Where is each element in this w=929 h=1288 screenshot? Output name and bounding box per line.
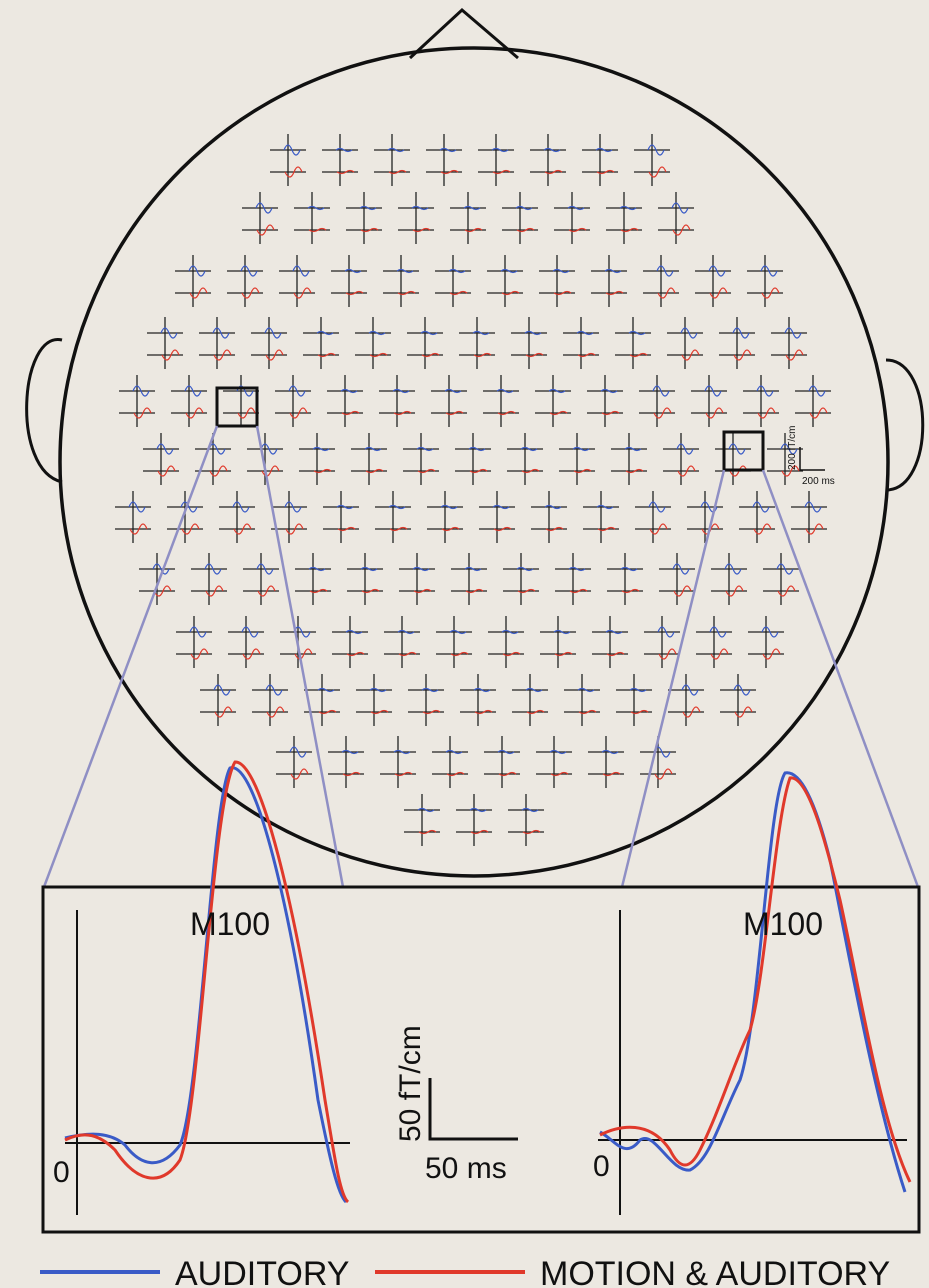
legend-label: AUDITORY bbox=[175, 1255, 349, 1288]
origin-label: 0 bbox=[53, 1156, 70, 1189]
head-scale-amplitude: 200 fT/cm bbox=[787, 426, 798, 470]
legend-label: MOTION & AUDITORY bbox=[540, 1255, 890, 1288]
figure: 200 fT/cm 200 ms M100 M100 0 0 50 fT/cm … bbox=[0, 0, 929, 1288]
inset-title: M100 bbox=[743, 906, 823, 942]
head-scale-time: 200 ms bbox=[802, 476, 835, 487]
origin-label: 0 bbox=[593, 1150, 610, 1183]
scale-time: 50 ms bbox=[425, 1152, 507, 1185]
scale-amplitude: 50 fT/cm bbox=[394, 1025, 427, 1142]
inset-title: M100 bbox=[190, 906, 270, 942]
